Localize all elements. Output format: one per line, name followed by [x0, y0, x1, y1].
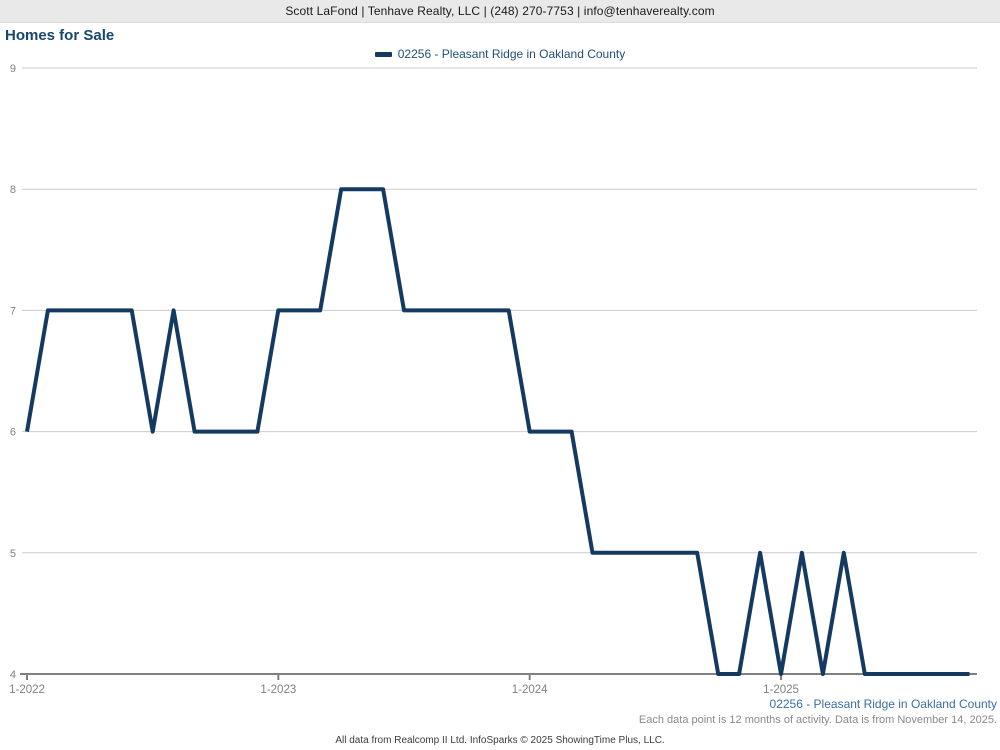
- agent-contact-line: Scott LaFond | Tenhave Realty, LLC | (24…: [285, 4, 715, 18]
- page-title: Homes for Sale: [5, 27, 115, 44]
- y-tick-label: 6: [10, 427, 16, 439]
- footnote-data-note: Each data point is 12 months of activity…: [638, 714, 997, 726]
- x-tick-label: 1-2025: [763, 684, 799, 696]
- y-tick-label: 9: [10, 63, 16, 75]
- y-tick-label: 5: [10, 548, 16, 560]
- x-tick-label: 1-2022: [9, 684, 45, 696]
- y-tick-label: 7: [10, 305, 16, 317]
- y-tick-label: 8: [10, 184, 16, 196]
- chart-legend: 02256 - Pleasant Ridge in Oakland County: [0, 47, 1000, 61]
- footer-credit-line: All data from Realcomp II Ltd. InfoSpark…: [335, 735, 665, 746]
- legend-series-label: 02256 - Pleasant Ridge in Oakland County: [397, 47, 626, 61]
- legend-line-swatch: [374, 51, 392, 57]
- footnote-series-label: 02256 - Pleasant Ridge in Oakland County: [769, 697, 997, 711]
- series-line-homes-for-sale: [25, 187, 970, 676]
- header-bar: Scott LaFond | Tenhave Realty, LLC | (24…: [0, 0, 1000, 23]
- x-tick-label: 1-2023: [260, 684, 296, 696]
- x-tick-label: 1-2024: [512, 684, 548, 696]
- y-tick-label: 4: [10, 669, 16, 681]
